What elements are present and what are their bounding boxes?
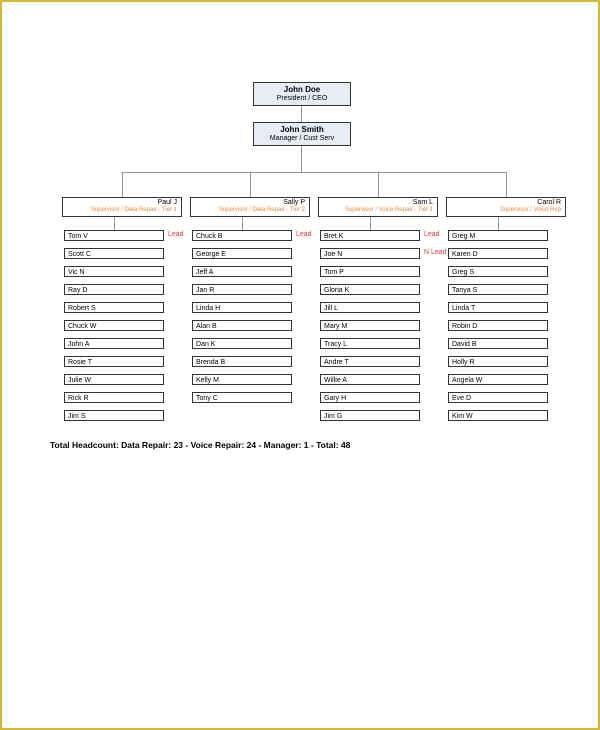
manager-name: John Smith (256, 125, 348, 135)
employee-box: Gary H (320, 392, 420, 403)
employee-box: Linda T (448, 302, 548, 313)
supervisor-title: Supervisor / Data Repair - Tier 2 (192, 207, 305, 214)
employee-box: Julie W (64, 374, 164, 385)
employee-box: Eve D (448, 392, 548, 403)
connector-line (122, 172, 506, 173)
connector-line (301, 106, 302, 122)
employee-tag: N Lead (424, 249, 447, 256)
employee-box: Gloria K (320, 284, 420, 295)
headcount-summary: Total Headcount: Data Repair: 23 - Voice… (50, 440, 350, 450)
connector-line (242, 217, 243, 230)
org-chart-canvas: John Doe President / CEO John Smith Mana… (2, 2, 598, 728)
connector-line (498, 217, 499, 230)
employee-box: Tanya S (448, 284, 548, 295)
supervisor-box: Paul J Supervisor / Data Repair - Tier 1 (62, 197, 182, 217)
employee-box: Willie A (320, 374, 420, 385)
employee-box: Tom P (320, 266, 420, 277)
employee-box: Scott C (64, 248, 164, 259)
employee-box: Brenda B (192, 356, 292, 367)
connector-line (250, 172, 251, 197)
employee-box: Jan R (192, 284, 292, 295)
ceo-name: John Doe (256, 85, 348, 95)
connector-line (370, 217, 371, 230)
employee-box: Chuck B (192, 230, 292, 241)
employee-box: Mary M (320, 320, 420, 331)
employee-box: Angela W (448, 374, 548, 385)
manager-box: John Smith Manager / Cust Serv (253, 122, 351, 146)
supervisor-title: Supervisor / Voice Repair - Tier 1 (320, 207, 433, 214)
connector-line (301, 146, 302, 172)
employee-box: Vic N (64, 266, 164, 277)
supervisor-title: Supervisor / Voice Rep (448, 207, 561, 214)
supervisor-box: Sally P Supervisor / Data Repair - Tier … (190, 197, 310, 217)
employee-box: Ray D (64, 284, 164, 295)
employee-tag: Lead (424, 231, 440, 238)
employee-box: Jim G (320, 410, 420, 421)
employee-box: Tony C (192, 392, 292, 403)
supervisor-box: Sam L Supervisor / Voice Repair - Tier 1 (318, 197, 438, 217)
employee-box: Tom V (64, 230, 164, 241)
employee-box: Rick R (64, 392, 164, 403)
employee-box: George E (192, 248, 292, 259)
employee-box: Linda H (192, 302, 292, 313)
employee-box: Jill L (320, 302, 420, 313)
supervisor-title: Supervisor / Data Repair - Tier 1 (64, 207, 177, 214)
employee-box: Greg S (448, 266, 548, 277)
employee-tag: Lead (168, 231, 184, 238)
employee-box: David B (448, 338, 548, 349)
employee-box: Kelly M (192, 374, 292, 385)
supervisor-name: Carol R (448, 199, 561, 207)
employee-box: Holly R (448, 356, 548, 367)
employee-box: Joe N (320, 248, 420, 259)
supervisor-name: Sally P (192, 199, 305, 207)
employee-box: Bret K (320, 230, 420, 241)
connector-line (122, 172, 123, 197)
connector-line (114, 217, 115, 230)
employee-box: John A (64, 338, 164, 349)
supervisor-name: Paul J (64, 199, 177, 207)
employee-box: Tracy L (320, 338, 420, 349)
connector-line (506, 172, 507, 197)
supervisor-box: Carol R Supervisor / Voice Rep (446, 197, 566, 217)
employee-box: Jeff A (192, 266, 292, 277)
employee-box: Robin D (448, 320, 548, 331)
employee-box: Chuck W (64, 320, 164, 331)
employee-box: Greg M (448, 230, 548, 241)
ceo-box: John Doe President / CEO (253, 82, 351, 106)
supervisor-name: Sam L (320, 199, 433, 207)
employee-box: Alan B (192, 320, 292, 331)
employee-box: Jim S (64, 410, 164, 421)
connector-line (378, 172, 379, 197)
employee-box: Andre T (320, 356, 420, 367)
ceo-title: President / CEO (256, 95, 348, 103)
employee-box: Robert S (64, 302, 164, 313)
manager-title: Manager / Cust Serv (256, 135, 348, 143)
employee-tag: Lead (296, 231, 312, 238)
employee-box: Rosie T (64, 356, 164, 367)
employee-box: Dan K (192, 338, 292, 349)
employee-box: Kim W (448, 410, 548, 421)
employee-box: Karen D (448, 248, 548, 259)
